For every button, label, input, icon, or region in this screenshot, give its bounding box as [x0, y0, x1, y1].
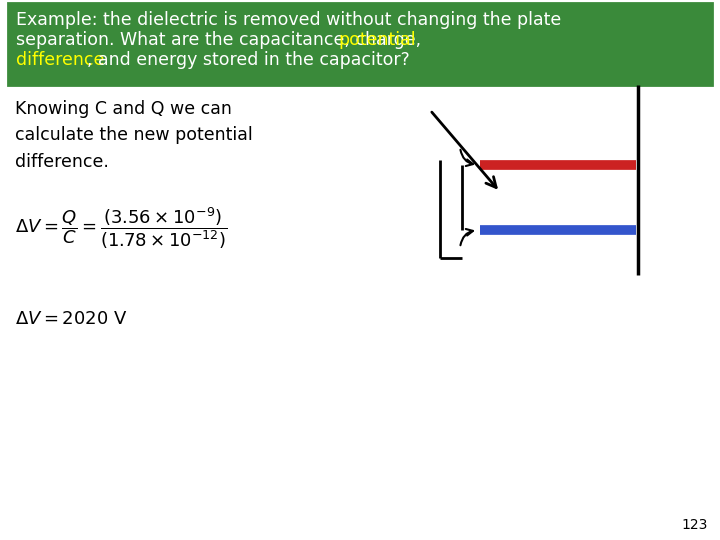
Text: potential: potential: [338, 31, 415, 49]
Text: , and energy stored in the capacitor?: , and energy stored in the capacitor?: [87, 51, 410, 69]
Text: 123: 123: [682, 518, 708, 532]
Text: $\Delta V = \dfrac{Q}{C} = \dfrac{(3.56\times10^{-9})}{(1.78\times10^{-12})}$: $\Delta V = \dfrac{Q}{C} = \dfrac{(3.56\…: [15, 205, 228, 251]
FancyBboxPatch shape: [8, 3, 712, 85]
Text: separation. What are the capacitance, charge,: separation. What are the capacitance, ch…: [16, 31, 427, 49]
Text: difference: difference: [16, 51, 104, 69]
Text: Knowing C and Q we can
calculate the new potential
difference.: Knowing C and Q we can calculate the new…: [15, 100, 253, 171]
Text: Example: the dielectric is removed without changing the plate: Example: the dielectric is removed witho…: [16, 11, 562, 29]
Text: $\Delta V = 2020\ \mathrm{V}$: $\Delta V = 2020\ \mathrm{V}$: [15, 310, 127, 328]
